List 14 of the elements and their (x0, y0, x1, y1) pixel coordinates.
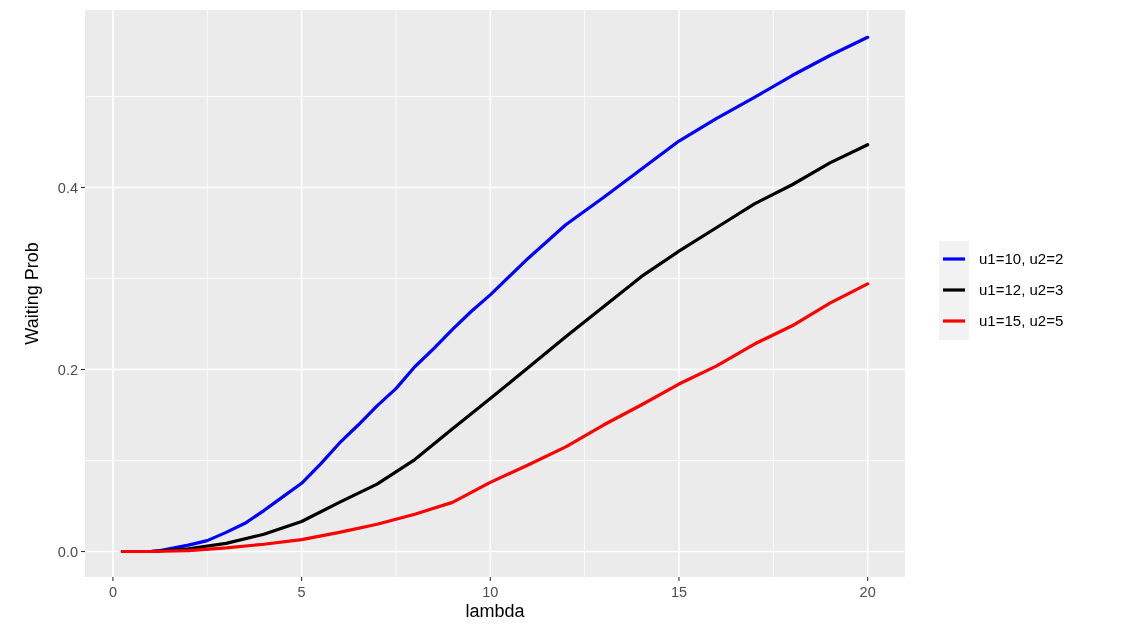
x-tick-label: 15 (670, 584, 688, 600)
x-axis-title: lambda (465, 601, 526, 621)
legend-label: u1=10, u2=2 (979, 250, 1064, 268)
x-tick-label: 5 (297, 584, 306, 600)
line-series (120, 282, 870, 554)
y-tick-label: 0.4 (57, 179, 78, 196)
x-tick-label: 20 (859, 584, 876, 600)
legend-label: u1=15, u2=5 (979, 312, 1064, 330)
x-tick-label: 0 (108, 584, 117, 600)
x-tick-label: 10 (482, 584, 499, 600)
legend-label: u1=12, u2=3 (979, 281, 1064, 299)
text: 0.0 (57, 543, 78, 560)
y-tick-label: 0.2 (57, 361, 78, 378)
y-axis-title: Waiting Prob (22, 242, 42, 345)
